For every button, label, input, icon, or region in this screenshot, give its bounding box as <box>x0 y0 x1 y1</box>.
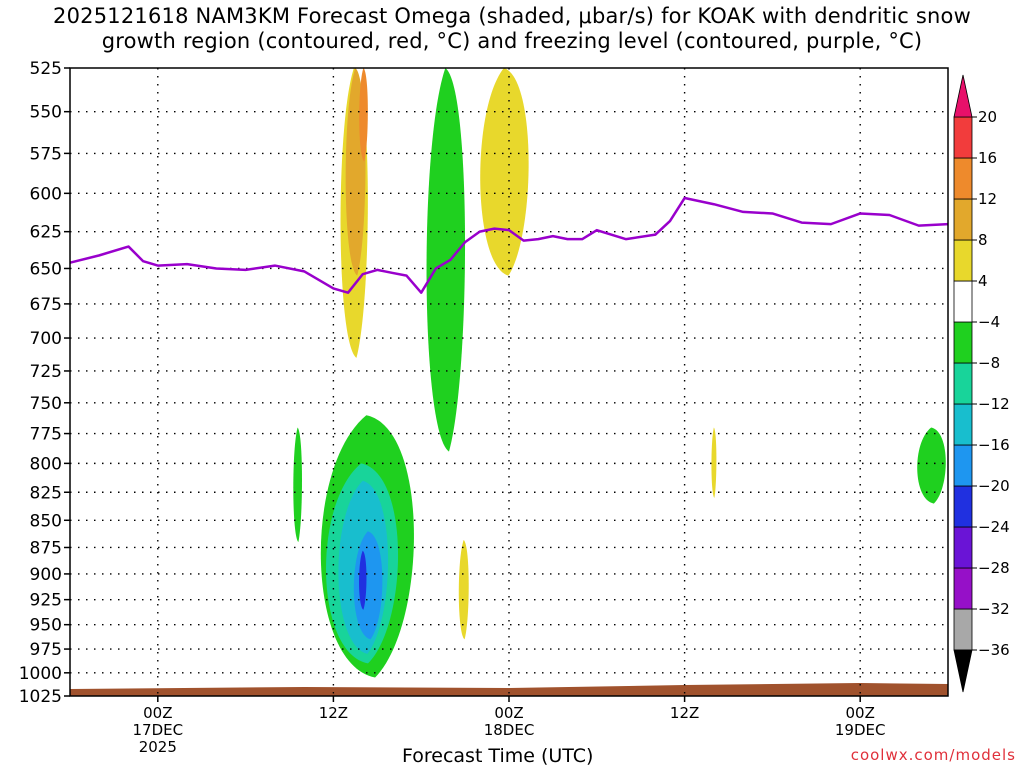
y-tick-label-600: 600 <box>30 184 62 204</box>
y-axis: 525 550 575 600 625 650 675 700 725 750 775 800 825 8… <box>19 59 70 707</box>
x-tick-label-0-1: 17DEC <box>133 721 184 739</box>
colorbar-box-2 <box>953 526 973 569</box>
x-tick-label-36-0: 12Z <box>670 704 699 722</box>
colorbar-box-5 <box>953 403 973 446</box>
omega-region-2 <box>359 68 368 162</box>
y-tick-label-850: 850 <box>30 511 62 531</box>
chart-title-line2: growth region (contoured, red, °C) and f… <box>101 29 923 53</box>
y-tick-label-800: 800 <box>30 454 62 474</box>
credit-link[interactable]: coolwx.com/models <box>850 746 1016 764</box>
omega-region-3 <box>480 68 529 276</box>
colorbar-box-8 <box>953 280 973 323</box>
colorbar: −36 −32 −28 −24 −20 −16 −12 −8 −4 4 8 12 16 20 <box>953 74 1010 693</box>
y-tick-label-625: 625 <box>30 223 62 243</box>
omega-region-13 <box>917 427 946 504</box>
y-tick-label-900: 900 <box>30 565 62 585</box>
colorbar-box-0 <box>953 608 973 651</box>
chart-title: 2025121618 NAM3KM Forecast Omega (shaded… <box>0 4 1024 54</box>
colorbar-label-13: 20 <box>978 108 997 126</box>
colorbar-label-3: −24 <box>978 518 1010 536</box>
y-tick-label-675: 675 <box>30 295 62 315</box>
y-tick-label-950: 950 <box>30 616 62 636</box>
colorbar-label-1: −32 <box>978 600 1010 618</box>
x-tick-label-12-0: 12Z <box>319 704 348 722</box>
omega-region-4 <box>458 539 469 640</box>
colorbar-label-10: 8 <box>978 231 988 249</box>
colorbar-label-5: −16 <box>978 436 1010 454</box>
omega-region-12 <box>359 550 367 610</box>
colorbar-under-arrow <box>953 649 973 693</box>
y-tick-label-825: 825 <box>30 483 62 503</box>
colorbar-label-7: −8 <box>978 354 1000 372</box>
y-tick-label-725: 725 <box>30 362 62 382</box>
y-tick-label-875: 875 <box>30 538 62 558</box>
x-tick-label-24-0: 00Z <box>494 704 523 722</box>
y-tick-label-925: 925 <box>30 591 62 611</box>
colorbar-label-12: 16 <box>978 149 997 167</box>
x-tick-label-48-0: 00Z <box>846 704 875 722</box>
colorbar-label-2: −28 <box>978 559 1010 577</box>
y-tick-label-700: 700 <box>30 329 62 349</box>
colorbar-box-12 <box>953 116 973 159</box>
y-tick-label-575: 575 <box>30 144 62 164</box>
colorbar-label-6: −12 <box>978 395 1010 413</box>
colorbar-box-3 <box>953 485 973 528</box>
colorbar-box-11 <box>953 157 973 200</box>
omega-region-6 <box>426 68 466 452</box>
y-tick-label-525: 525 <box>30 59 62 79</box>
terrain-layer <box>70 683 948 696</box>
omega-region-5 <box>711 427 717 498</box>
y-tick-label-975: 975 <box>30 640 62 660</box>
freezing-level-line <box>69 196 949 294</box>
omega-shading <box>293 68 946 678</box>
colorbar-label-0: −36 <box>978 641 1010 659</box>
y-tick-label-550: 550 <box>30 103 62 123</box>
colorbar-box-1 <box>953 567 973 610</box>
x-axis-label: Forecast Time (UTC) <box>402 745 594 767</box>
colorbar-box-10 <box>953 198 973 241</box>
colorbar-label-4: −20 <box>978 477 1010 495</box>
colorbar-label-11: 12 <box>978 190 997 208</box>
x-tick-label-48-1: 19DEC <box>835 721 886 739</box>
omega-region-7 <box>293 427 302 543</box>
y-tick-label-650: 650 <box>30 259 62 279</box>
colorbar-box-6 <box>953 362 973 405</box>
colorbar-box-9 <box>953 239 973 282</box>
x-tick-label-24-1: 18DEC <box>484 721 535 739</box>
colorbar-box-7 <box>953 321 973 364</box>
terrain <box>70 683 948 696</box>
colorbar-label-8: −4 <box>978 313 1000 331</box>
colorbar-box-4 <box>953 444 973 487</box>
colorbar-label-9: 4 <box>978 272 988 290</box>
chart-title-line1: 2025121618 NAM3KM Forecast Omega (shaded… <box>53 4 971 28</box>
freezing-level-layer <box>69 196 949 294</box>
y-tick-label-750: 750 <box>30 394 62 414</box>
x-tick-label-0-0: 00Z <box>143 704 172 722</box>
grid-lines <box>70 68 948 696</box>
x-tick-label-0-2: 2025 <box>139 738 177 756</box>
colorbar-over-arrow <box>953 74 973 118</box>
y-tick-label-1000: 1000 <box>19 664 62 684</box>
y-tick-label-1025: 1025 <box>19 687 62 707</box>
y-tick-label-775: 775 <box>30 425 62 445</box>
